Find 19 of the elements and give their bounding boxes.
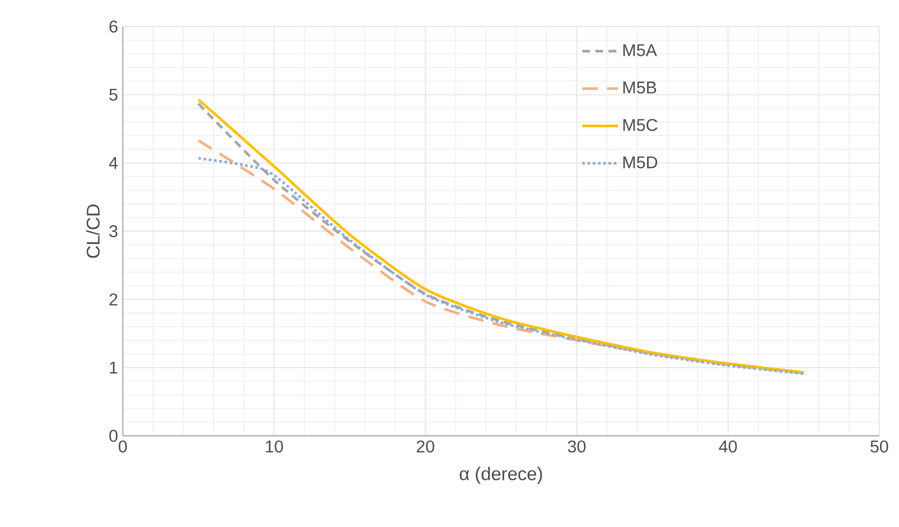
x-tick-label: 40: [718, 440, 737, 452]
x-axis-title: α (derece): [460, 466, 542, 484]
x-tick-label: 10: [266, 440, 283, 452]
y-tick-label: 1: [110, 362, 118, 374]
y-tick-label: 6: [110, 20, 118, 32]
y-tick-label: 0: [109, 430, 118, 442]
legend-label: M5D: [623, 156, 658, 168]
x-tick-label: 20: [416, 440, 434, 452]
x-tick-label: 50: [870, 440, 888, 452]
legend-label: M5A: [623, 44, 658, 56]
y-tick-label: 4: [109, 156, 118, 169]
x-tick-label: 30: [568, 440, 586, 452]
y-tick-label: 2: [110, 293, 118, 306]
legend-label: M5B: [623, 82, 656, 94]
legend-label: M5C: [623, 118, 658, 131]
x-tick-label: 0: [118, 440, 127, 452]
y-tick-label: 5: [109, 88, 118, 101]
y-axis-title: CL/CD: [86, 204, 100, 258]
y-tick-label: 3: [109, 225, 118, 238]
